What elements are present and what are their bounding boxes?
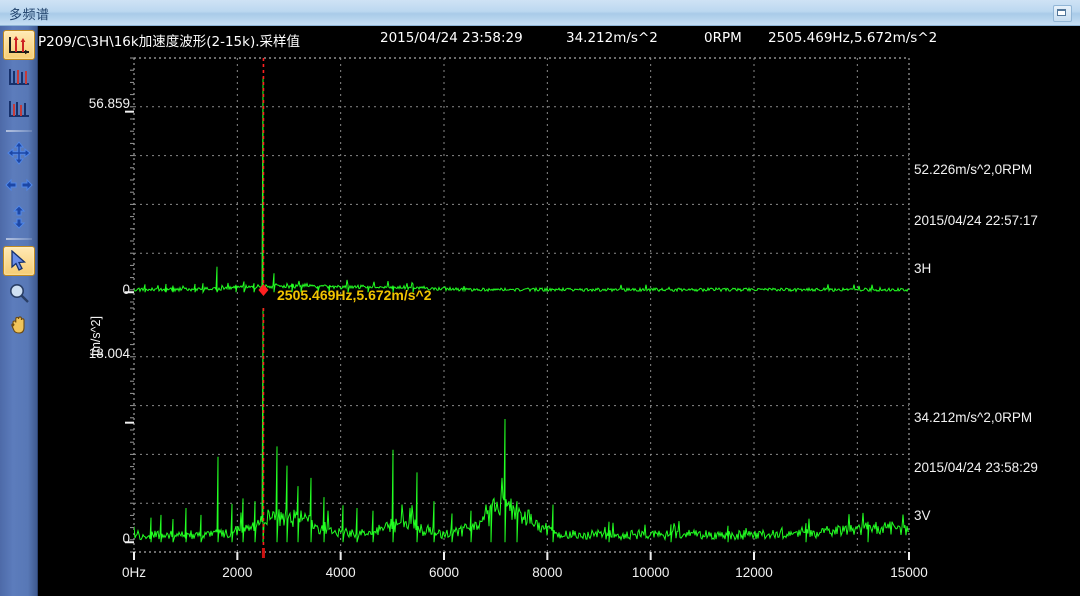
frequency-cursor[interactable] — [258, 58, 269, 558]
window-title-bar: 多频谱 — [0, 0, 1080, 26]
xtick-label: 12000 — [735, 565, 773, 580]
legend-bot-peak: 34.212m/s^2,0RPM — [914, 410, 1032, 425]
tool-pan-all[interactable] — [3, 138, 35, 168]
spectrum-chart[interactable]: [m/s^2] 56.859 0 18.004 0 0Hz 2000 4000 600… — [38, 26, 1080, 596]
restore-window-button[interactable] — [1053, 5, 1072, 22]
xtick-label: 2000 — [222, 565, 252, 580]
xtick-label: 6000 — [429, 565, 459, 580]
ytick-bot-zero: 0 — [122, 531, 130, 546]
header-amplitude: 34.212m/s^2 — [566, 30, 658, 46]
xtick-label: 8000 — [532, 565, 562, 580]
tool-hand-pan[interactable] — [3, 310, 35, 340]
ytick-top-max: 56.859 — [89, 96, 130, 111]
toolbar-separator-2 — [6, 238, 32, 240]
xtick-label: 4000 — [326, 565, 356, 580]
legend-top-peak: 52.226m/s^2,0RPM — [914, 162, 1032, 177]
spectrum-trace-3H — [134, 77, 909, 295]
y-axis-label: [m/s^2] — [89, 316, 103, 356]
tool-zoom-magnifier[interactable] — [3, 278, 35, 308]
ytick-top-zero: 0 — [122, 282, 130, 297]
tool-cursor-arrow[interactable] — [3, 246, 35, 276]
plot-header: P209/C\3H\16k加速度波形(2-15k).采样值 2015/04/24… — [38, 30, 1080, 50]
restore-icon — [1057, 9, 1066, 16]
spectrum-trace-3V — [134, 308, 909, 543]
ytick-bot-max: 18.004 — [89, 346, 131, 361]
xtick-label: 10000 — [632, 565, 670, 580]
xtick-label: 15000 — [890, 565, 928, 580]
window-title: 多频谱 — [9, 8, 50, 23]
toolbar-separator-1 — [6, 130, 32, 132]
legend-top-timestamp: 2015/04/24 22:57:17 — [914, 213, 1038, 228]
header-signal-path: P209/C\3H\16k加速度波形(2-15k).采样值 — [38, 34, 300, 50]
legend-bot-channel: 3V — [914, 508, 931, 523]
header-timestamp: 2015/04/24 23:58:29 — [380, 30, 523, 46]
tool-multi-spectrum[interactable] — [3, 62, 35, 92]
header-cursor-readout: 2505.469Hz,5.672m/s^2 — [768, 30, 938, 46]
legend-top-channel: 3H — [914, 261, 931, 276]
chart-gridlines — [125, 57, 910, 560]
tool-pan-vertical[interactable] — [3, 202, 35, 232]
x-axis-ticks: 0Hz 2000 4000 6000 8000 10000 12000 15000 — [122, 565, 928, 580]
spectrum-plot-area[interactable]: P209/C\3H\16k加速度波形(2-15k).采样值 2015/04/24… — [38, 26, 1080, 596]
tool-pan-horizontal[interactable] — [3, 170, 35, 200]
header-rpm: 0RPM — [704, 30, 742, 46]
xtick-label: 0Hz — [122, 565, 146, 580]
left-toolbar — [0, 26, 38, 596]
tool-single-spectrum[interactable] — [3, 30, 35, 60]
cursor-readout-label: 2505.469Hz,5.672m/s^2 — [277, 287, 432, 303]
legend-bot-timestamp: 2015/04/24 23:58:29 — [914, 460, 1038, 475]
tool-cascade-spectrum[interactable] — [3, 94, 35, 124]
